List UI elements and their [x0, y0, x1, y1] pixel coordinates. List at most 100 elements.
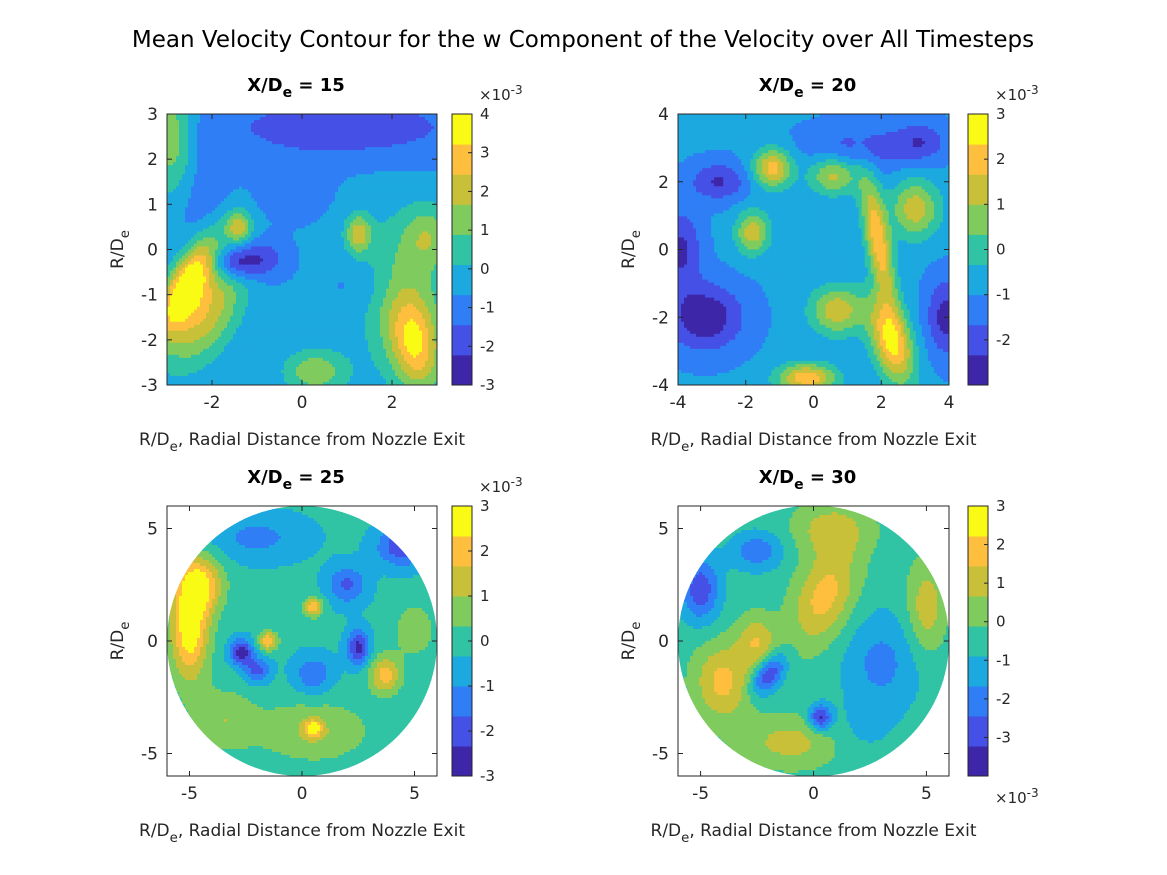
- colorbar-level: [452, 656, 472, 687]
- colorbar-level: [968, 354, 988, 386]
- colorbar-tick-label: 1: [480, 587, 490, 605]
- colorbar-level: [452, 716, 472, 747]
- colorbar-tick-label: 0: [480, 632, 490, 650]
- panel-1: -2 0 2 -3 -2 -1 0 1 2 3 X/De = 15 R/De, Radial Dist…: [108, 75, 523, 455]
- y-axis-label: R/De: [108, 230, 133, 269]
- colorbar-level: [452, 506, 472, 537]
- colorbar-tick-label: 4: [480, 105, 490, 123]
- colorbar-tick-label: 0: [996, 241, 1006, 259]
- y-axis-label: R/De: [619, 230, 644, 269]
- colorbar: -3 -2 -1 0 1 2 3 ×10-3: [967, 497, 1039, 807]
- colorbar-tick-label: -3: [996, 728, 1011, 746]
- colorbar-tick-label: 1: [996, 574, 1006, 592]
- x-tick-label: 0: [297, 784, 308, 804]
- colorbar-level: [452, 294, 472, 326]
- y-tick-label: -3: [141, 376, 158, 396]
- x-tick-label: 4: [944, 393, 955, 413]
- colorbar-tick-label: 0: [996, 613, 1006, 631]
- colorbar: -3 -2 -1 0 1 2 3 4×10-3: [451, 83, 523, 394]
- colorbar-level: [452, 746, 472, 777]
- colorbar-level: [452, 114, 472, 145]
- colorbar-level: [968, 536, 988, 567]
- contour-field: [678, 506, 949, 777]
- y-tick-label: 2: [147, 150, 158, 170]
- colorbar-level: [968, 506, 988, 537]
- y-tick-label: -5: [141, 745, 158, 765]
- colorbar-tick-label: -1: [480, 299, 495, 317]
- colorbar-level: [452, 686, 472, 717]
- colorbar-level: [968, 566, 988, 597]
- colorbar-level: [968, 656, 988, 687]
- y-tick-label: -1: [141, 286, 158, 306]
- colorbar-tick-label: -3: [480, 767, 495, 785]
- y-tick-label: 0: [658, 241, 669, 261]
- colorbar-tick-label: -1: [480, 677, 495, 695]
- x-tick-label: 5: [409, 784, 420, 804]
- y-axis-label: R/De: [619, 622, 644, 661]
- colorbar-level: [452, 204, 472, 235]
- x-tick-label: 2: [387, 393, 398, 413]
- x-tick-label: 0: [808, 393, 819, 413]
- colorbar-level: [452, 354, 472, 386]
- colorbar-tick-label: 3: [480, 497, 490, 515]
- colorbar-level: [968, 264, 988, 296]
- y-tick-label: 0: [147, 632, 158, 652]
- colorbar-level: [452, 536, 472, 567]
- colorbar-level: [452, 174, 472, 205]
- colorbar-tick-label: 0: [480, 260, 490, 278]
- y-tick-label: 5: [658, 520, 669, 540]
- figure-title: Mean Velocity Contour for the w Componen…: [132, 27, 1034, 53]
- colorbar-tick-label: -2: [996, 690, 1011, 708]
- x-axis-label: R/De, Radial Distance from Nozzle Exit: [651, 430, 977, 455]
- colorbar-tick-label: 3: [480, 144, 490, 162]
- colorbar-level: [968, 324, 988, 356]
- panel-3: -5 0 5 -5 0 5 X/De = 25 R/De, Radial Distance f…: [108, 467, 523, 846]
- y-tick-label: 1: [147, 195, 158, 215]
- colorbar-level: [452, 596, 472, 627]
- colorbar-tick-label: -2: [480, 722, 495, 740]
- panel-title: X/De = 30: [759, 467, 857, 493]
- colorbar-level: [968, 746, 988, 777]
- colorbar-level: [968, 144, 988, 175]
- colorbar-level: [452, 566, 472, 597]
- colorbar-tick-label: 1: [996, 195, 1006, 213]
- colorbar-multiplier: ×10-3: [995, 786, 1039, 807]
- panel-4: -5 0 5 -5 0 5 X/De = 30 R/De, Radial Distance f…: [619, 467, 1039, 846]
- y-tick-label: -4: [652, 376, 669, 396]
- colorbar-level: [968, 174, 988, 205]
- colorbar-tick-label: -2: [996, 331, 1011, 349]
- y-tick-label: -5: [652, 745, 669, 765]
- colorbar-frame: [967, 505, 989, 777]
- colorbar-tick-label: 2: [480, 182, 490, 200]
- colorbar-level: [452, 626, 472, 657]
- y-tick-label: 0: [147, 241, 158, 261]
- colorbar-multiplier: ×10-3: [479, 475, 523, 496]
- colorbar-level: [452, 144, 472, 175]
- colorbar-tick-label: -2: [480, 337, 495, 355]
- x-tick-label: -4: [670, 393, 687, 413]
- colorbar-tick-label: 3: [996, 105, 1006, 123]
- colorbar-level: [968, 204, 988, 235]
- y-tick-label: -2: [141, 331, 158, 351]
- colorbar-tick-label: 2: [996, 536, 1006, 554]
- panels: -2 0 2 -3 -2 -1 0 1 2 3 X/De = 15 R/De, Radial Dist…: [108, 75, 1039, 846]
- x-tick-label: -2: [204, 393, 221, 413]
- x-tick-label: -5: [181, 784, 198, 804]
- colorbar-tick-label: -1: [996, 286, 1011, 304]
- colorbar: -2 -1 0 1 2 3×10-3: [967, 83, 1039, 386]
- colorbar-level: [452, 324, 472, 356]
- colorbar-tick-label: 2: [480, 542, 490, 560]
- colorbar-level: [968, 114, 988, 145]
- y-tick-label: 5: [147, 520, 158, 540]
- y-tick-label: 4: [658, 105, 669, 125]
- panel-title: X/De = 15: [247, 75, 345, 101]
- panel-title: X/De = 25: [247, 467, 345, 493]
- x-tick-label: 0: [297, 393, 308, 413]
- colorbar-multiplier: ×10-3: [995, 83, 1039, 104]
- contour-field: [167, 114, 437, 385]
- colorbar-multiplier: ×10-3: [479, 83, 523, 104]
- colorbar-tick-label: 1: [480, 221, 490, 239]
- colorbar-level: [968, 294, 988, 326]
- x-tick-label: -2: [737, 393, 754, 413]
